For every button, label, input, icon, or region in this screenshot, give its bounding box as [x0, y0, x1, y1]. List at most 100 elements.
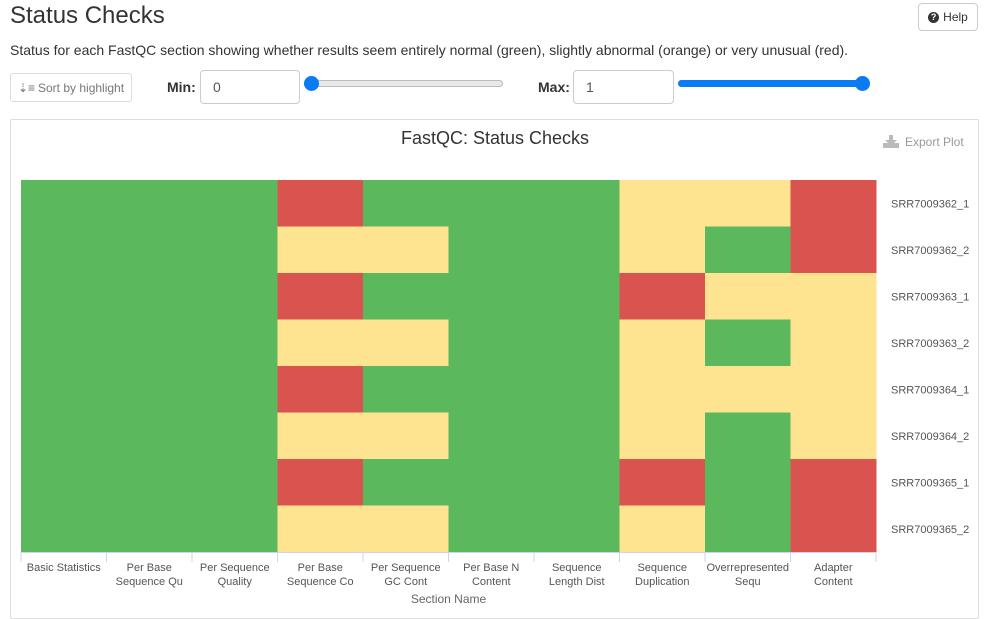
heatmap-cell [106, 505, 193, 553]
question-circle-icon: ? [928, 11, 940, 23]
max-slider-thumb[interactable] [855, 76, 870, 91]
heatmap-cell [448, 459, 535, 506]
heatmap-cell [705, 180, 791, 227]
heatmap-cell [705, 319, 791, 367]
heatmap-cell [192, 459, 278, 506]
heatmap-cell [106, 459, 193, 506]
x-tick-label: Per Base Sequence Co [287, 562, 354, 588]
heatmap-cell [534, 505, 620, 553]
heatmap-cell [106, 180, 193, 227]
y-tick-label: SRR7009363_1 [891, 291, 969, 303]
sort-button-label: Sort by highlight [38, 80, 125, 95]
heatmap-cell [705, 505, 791, 553]
heatmap-cell [448, 412, 535, 460]
y-tick-label: SRR7009364_2 [891, 431, 969, 443]
heatmap-cell [448, 366, 535, 413]
heatmap-cell [363, 412, 449, 460]
section-description: Status for each FastQC section showing w… [10, 42, 849, 58]
heatmap-cell [619, 319, 706, 367]
heatmap-cell [192, 366, 278, 413]
x-tick-label: Per Base N Content [463, 562, 519, 588]
heatmap-cell [192, 412, 278, 460]
heatmap-cell [21, 505, 107, 553]
heatmap-cell [790, 505, 877, 553]
min-label: Min: [167, 79, 196, 95]
heatmap-cell [448, 180, 535, 227]
heatmap-cell [21, 412, 107, 460]
heatmap-cell [534, 412, 620, 460]
heatmap-cell [448, 226, 535, 274]
heatmap-cell [106, 412, 193, 460]
x-tick-label: Per Sequence GC Cont [371, 562, 441, 588]
max-label: Max: [538, 79, 570, 95]
heatmap-cell [534, 226, 620, 274]
heatmap-cell [363, 319, 449, 367]
heatmap-cell [106, 319, 193, 367]
heatmap-cell [534, 459, 620, 506]
heatmap-cell [277, 180, 364, 227]
heatmap-cell [363, 459, 449, 506]
max-slider-fill [678, 80, 862, 87]
sort-by-highlight-button[interactable]: ⇣≡ Sort by highlight [10, 73, 132, 102]
heatmap-cell [21, 273, 107, 320]
x-tick-label: Sequence Duplication [635, 562, 689, 588]
heatmap-cell [363, 180, 449, 227]
y-tick-label: SRR7009365_2 [891, 524, 969, 536]
heatmap-cell [192, 226, 278, 274]
heatmap-cell [277, 459, 364, 506]
heatmap-cell [790, 273, 877, 320]
x-tick-label: Per Base Sequence Qu [116, 562, 183, 588]
heatmap-cell [192, 319, 278, 367]
x-tick-label: Per Sequence Quality [200, 562, 270, 588]
export-plot-label: Export Plot [905, 134, 964, 149]
heatmap-cell [277, 319, 364, 367]
heatmap-cell [21, 459, 107, 506]
heatmap-cell [448, 505, 535, 553]
min-slider-thumb[interactable] [304, 76, 319, 91]
sort-icon: ⇣≡ [17, 80, 35, 95]
chart-title: FastQC: Status Checks [401, 128, 589, 148]
heatmap-cell [363, 505, 449, 553]
heatmap-cell [277, 366, 364, 413]
heatmap-cell [705, 273, 791, 320]
heatmap-cell [790, 459, 877, 506]
max-slider[interactable] [678, 76, 878, 92]
help-button[interactable]: ? Help [918, 3, 978, 31]
heatmap-cell [790, 366, 877, 413]
help-button-label: Help [943, 10, 968, 24]
heatmap-cell [277, 226, 364, 274]
heatmap-cell [192, 505, 278, 553]
y-tick-label: SRR7009363_2 [891, 338, 969, 350]
heatmap-cell [705, 412, 791, 460]
heatmap-cell [790, 226, 877, 274]
y-tick-label: SRR7009362_2 [891, 245, 969, 257]
heatmap-cell [363, 273, 449, 320]
heatmap-cell [363, 366, 449, 413]
heatmap-cell [21, 180, 107, 227]
heatmap-cell [21, 319, 107, 367]
heatmap-cell [106, 226, 193, 274]
x-tick-label: Basic Statistics [27, 562, 101, 574]
min-input[interactable] [200, 70, 300, 104]
x-tick-label: Sequence Length Dist [549, 562, 605, 588]
heatmap-cell [448, 319, 535, 367]
heatmap-cell [619, 226, 706, 274]
heatmap-cell [534, 319, 620, 367]
heatmap-cell [21, 226, 107, 274]
heatmap-cell [106, 273, 193, 320]
heatmap-cell [277, 505, 364, 553]
export-plot-button[interactable]: Export Plot [882, 134, 964, 149]
heatmap-cell [534, 180, 620, 227]
heatmap-cell [277, 273, 364, 320]
x-tick-label: Overrepresented Sequ [706, 562, 789, 588]
heatmap-cell [619, 412, 706, 460]
heatmap-cell [277, 412, 364, 460]
heatmap-cell [619, 366, 706, 413]
page-title: Status Checks [10, 2, 165, 29]
heatmap-cell [790, 319, 877, 367]
y-tick-label: SRR7009362_1 [891, 198, 969, 210]
max-input[interactable] [573, 70, 674, 104]
min-slider[interactable] [304, 76, 510, 92]
heatmap-cell [619, 459, 706, 506]
